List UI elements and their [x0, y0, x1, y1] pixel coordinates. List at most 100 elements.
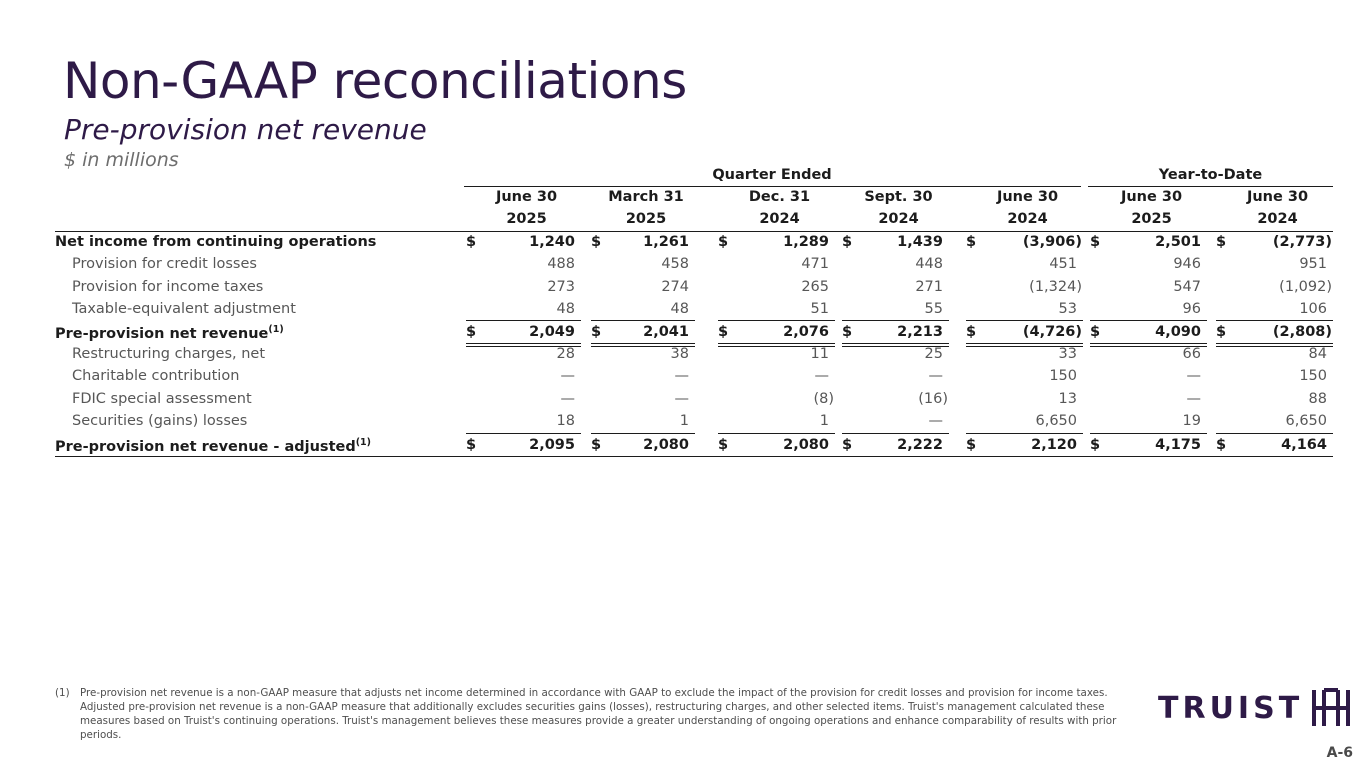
- column-header-year: 2025: [625, 211, 667, 227]
- group-underline-ytd: [1088, 186, 1333, 187]
- table-cell: 2,501: [1155, 234, 1201, 250]
- table-cell: 273: [547, 279, 575, 295]
- table-row: Taxable-equivalent adjustment 48 48 51 55 53 9…: [55, 299, 1335, 321]
- row-label: Pre-provision net revenue(1): [55, 324, 284, 342]
- row-label-text: Restructuring charges, net: [72, 346, 266, 362]
- table-cell: 4,090: [1155, 324, 1201, 340]
- total-rule: [842, 346, 949, 347]
- currency-symbol: $: [591, 234, 602, 250]
- table-cell: 2,041: [643, 324, 689, 340]
- table-cell: 265: [801, 279, 829, 295]
- header-rule: [55, 231, 1333, 232]
- table-cell: 11: [810, 346, 829, 362]
- table-cell: —: [928, 413, 944, 429]
- table-cell: 4,164: [1281, 437, 1327, 453]
- currency-symbol: $: [966, 437, 977, 453]
- total-rule: [1090, 343, 1207, 344]
- currency-symbol: $: [966, 234, 977, 250]
- table-cell: (1,324): [1029, 279, 1082, 295]
- subtotal-rule: [718, 433, 835, 434]
- row-label-text: Provision for credit losses: [72, 256, 257, 272]
- currency-symbol: $: [718, 437, 729, 453]
- total-rule: [1090, 346, 1207, 347]
- table-cell: 1,439: [897, 234, 943, 250]
- table-cell: 451: [1049, 256, 1077, 272]
- table-cell: 66: [1182, 346, 1201, 362]
- row-label-text: Securities (gains) losses: [72, 413, 248, 429]
- table-cell: (16): [918, 391, 948, 407]
- subtotal-rule: [1216, 320, 1333, 321]
- column-header-month: June 30: [495, 189, 558, 205]
- table-cell: 1,289: [783, 234, 829, 250]
- table-cell: 2,080: [643, 437, 689, 453]
- table-cell: 946: [1173, 256, 1201, 272]
- footnote-text: Pre-provision net revenue is a non-GAAP …: [80, 687, 1117, 741]
- currency-symbol: $: [718, 324, 729, 340]
- table-cell: 48: [556, 301, 575, 317]
- currency-symbol: $: [591, 437, 602, 453]
- truist-logo-mark-icon: [1312, 688, 1351, 726]
- row-label-text: Pre-provision net revenue: [55, 325, 269, 342]
- table-row: Pre-provision net revenue(1) $2,049 $2,041…: [55, 322, 1335, 344]
- row-label-text: Pre-provision net revenue - adjusted: [55, 438, 356, 455]
- currency-symbol: $: [466, 234, 477, 250]
- table-cell: 488: [547, 256, 575, 272]
- table-cell: 2,049: [529, 324, 575, 340]
- table-cell: (4,726): [1022, 324, 1082, 340]
- currency-symbol: $: [1090, 234, 1101, 250]
- currency-symbol: $: [718, 234, 729, 250]
- table-row: Provision for income taxes 273 274 265 271 (1…: [55, 277, 1335, 299]
- truist-logo: TRUIST: [1158, 688, 1353, 728]
- footnote-number: (1): [55, 687, 70, 699]
- table-row: Net income from continuing operations $1,…: [55, 232, 1335, 254]
- table-cell: —: [560, 368, 576, 384]
- group-header-ytd: Year-to-Date: [1158, 167, 1263, 183]
- total-rule: [466, 343, 581, 344]
- table-cell: 18: [556, 413, 575, 429]
- total-rule: [466, 346, 581, 347]
- table-row: Restructuring charges, net 28 38 11 25 33 66 84: [55, 344, 1335, 366]
- subtotal-rule: [842, 320, 949, 321]
- table-cell: 33: [1058, 346, 1077, 362]
- row-label-text: Net income from continuing operations: [55, 234, 377, 250]
- table-cell: 53: [1058, 301, 1077, 317]
- currency-symbol: $: [842, 234, 853, 250]
- subtotal-rule: [466, 320, 581, 321]
- table-cell: 19: [1182, 413, 1201, 429]
- column-header-year: 2024: [759, 211, 800, 227]
- column-header-year: 2025: [506, 211, 547, 227]
- row-label-text: Charitable contribution: [72, 368, 240, 384]
- table-cell: 106: [1299, 301, 1327, 317]
- table-cell: —: [674, 391, 690, 407]
- total-rule: [718, 346, 835, 347]
- table-cell: 2,222: [897, 437, 943, 453]
- table-cell: 150: [1299, 368, 1327, 384]
- subtotal-rule: [466, 433, 581, 434]
- subtotal-rule: [1216, 433, 1333, 434]
- total-rule: [718, 343, 835, 344]
- row-label: Charitable contribution: [72, 368, 239, 384]
- units-note: $ in millions: [64, 149, 179, 171]
- table-cell: (2,808): [1272, 324, 1332, 340]
- table-cell: —: [560, 391, 576, 407]
- currency-symbol: $: [1090, 324, 1101, 340]
- table-cell: 150: [1049, 368, 1077, 384]
- table-cell: 2,080: [783, 437, 829, 453]
- table-cell: 2,120: [1031, 437, 1077, 453]
- table-cell: 6,650: [1035, 413, 1077, 429]
- table-cell: 951: [1299, 256, 1327, 272]
- column-header-month: June 30: [1120, 189, 1183, 205]
- total-rule: [591, 346, 695, 347]
- subtotal-rule: [842, 433, 949, 434]
- table-cell: 448: [915, 256, 943, 272]
- currency-symbol: $: [966, 324, 977, 340]
- table-cell: 48: [670, 301, 689, 317]
- table-cell: 2,213: [897, 324, 943, 340]
- table-cell: 271: [915, 279, 943, 295]
- page-subtitle: Pre-provision net revenue: [64, 113, 427, 146]
- table-cell: (2,773): [1272, 234, 1332, 250]
- subtotal-rule: [718, 320, 835, 321]
- table-cell: 1,240: [529, 234, 575, 250]
- column-header-year: 2024: [1007, 211, 1048, 227]
- total-rule: [966, 343, 1083, 344]
